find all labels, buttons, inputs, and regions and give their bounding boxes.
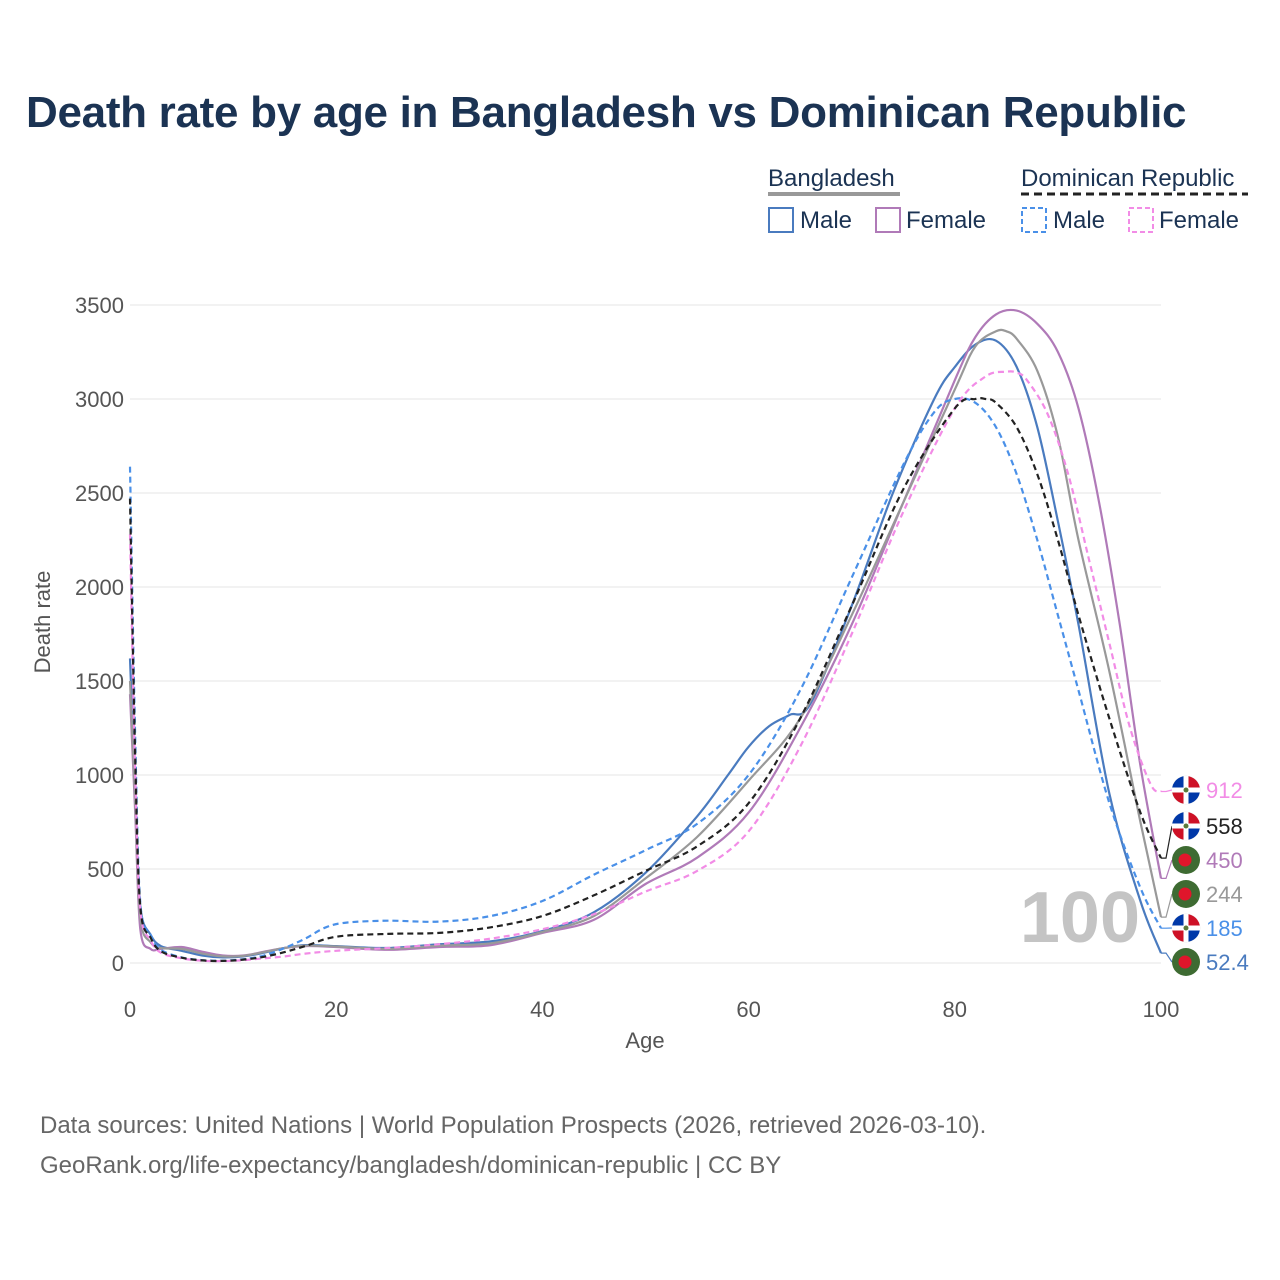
legend-swatch-dominican-male[interactable] — [1021, 207, 1047, 233]
dominican-flag-icon — [1171, 775, 1201, 805]
end-label-connector — [1161, 825, 1173, 859]
end-label-value: 244 — [1206, 882, 1243, 907]
series-line-2 — [128, 328, 1163, 958]
legend-label-bangladesh-female: Female — [906, 207, 986, 234]
legend-label-dominican-female: Female — [1159, 207, 1239, 234]
series-group — [128, 308, 1163, 963]
series-line-1 — [128, 308, 1163, 958]
x-tick-label: 20 — [324, 997, 348, 1022]
x-tick-label: 60 — [736, 997, 760, 1022]
x-tick-label: 100 — [1143, 997, 1180, 1022]
end-label-connector — [1161, 952, 1173, 963]
series-line-3 — [128, 397, 1162, 962]
end-label-value: 52.4 — [1206, 950, 1249, 975]
legend-group-bangladesh: Bangladesh — [768, 165, 895, 192]
year-watermark: 100 — [1020, 878, 1140, 958]
y-tick-label: 3500 — [75, 293, 124, 318]
legend-group-dominican-republic: Dominican Republic — [1021, 165, 1234, 192]
end-label-connector — [1161, 859, 1173, 879]
legend-label-dominican-male: Male — [1053, 207, 1105, 234]
legend: Bangladesh Dominican Republic Male Femal… — [768, 165, 1248, 234]
end-label-value: 450 — [1206, 848, 1243, 873]
y-tick-label: 0 — [112, 951, 124, 976]
legend-swatch-bangladesh-male[interactable] — [768, 207, 794, 233]
bangladesh-flag-icon — [1172, 846, 1200, 874]
footer: Data sources: United Nations | World Pop… — [40, 1106, 986, 1186]
legend-swatch-bangladesh-female[interactable] — [875, 207, 901, 233]
grid — [130, 304, 1161, 964]
page-title: Death rate by age in Bangladesh vs Domin… — [26, 88, 1187, 137]
x-axis-label: Age — [625, 1028, 664, 1053]
y-axis-label: Death rate — [30, 571, 55, 674]
x-tick-label: 40 — [530, 997, 554, 1022]
y-tick-label: 3000 — [75, 387, 124, 412]
series-line-5 — [128, 397, 1163, 963]
y-tick-label: 1500 — [75, 669, 124, 694]
end-label-connector — [1161, 893, 1173, 918]
end-label-value: 912 — [1206, 778, 1243, 803]
end-label-value: 558 — [1206, 814, 1243, 839]
y-axis: 0 500 1000 1500 2000 2500 3000 3500 — [75, 293, 124, 976]
y-tick-label: 2500 — [75, 481, 124, 506]
y-tick-label: 500 — [87, 857, 124, 882]
series-line-0 — [128, 338, 1163, 959]
legend-label-bangladesh-male: Male — [800, 207, 852, 234]
x-tick-label: 0 — [124, 997, 136, 1022]
legend-swatch-dominican-female[interactable] — [1128, 207, 1154, 233]
end-label-connector — [1161, 789, 1173, 793]
end-labels: 912 558 450 244 185 52.4 — [1161, 775, 1249, 976]
bangladesh-flag-icon — [1172, 948, 1200, 976]
dominican-flag-icon — [1171, 913, 1201, 943]
end-label-value: 185 — [1206, 916, 1243, 941]
footer-source: Data sources: United Nations | World Pop… — [40, 1112, 987, 1139]
dominican-flag-icon — [1171, 811, 1201, 841]
y-tick-label: 2000 — [75, 575, 124, 600]
x-axis: 0 20 40 60 80 100 — [124, 997, 1179, 1022]
x-tick-label: 80 — [943, 997, 967, 1022]
series-line-4 — [128, 370, 1162, 963]
y-tick-label: 1000 — [75, 763, 124, 788]
footer-link[interactable]: GeoRank.org/life-expectancy/bangladesh/d… — [40, 1152, 782, 1179]
bangladesh-flag-icon — [1172, 880, 1200, 908]
